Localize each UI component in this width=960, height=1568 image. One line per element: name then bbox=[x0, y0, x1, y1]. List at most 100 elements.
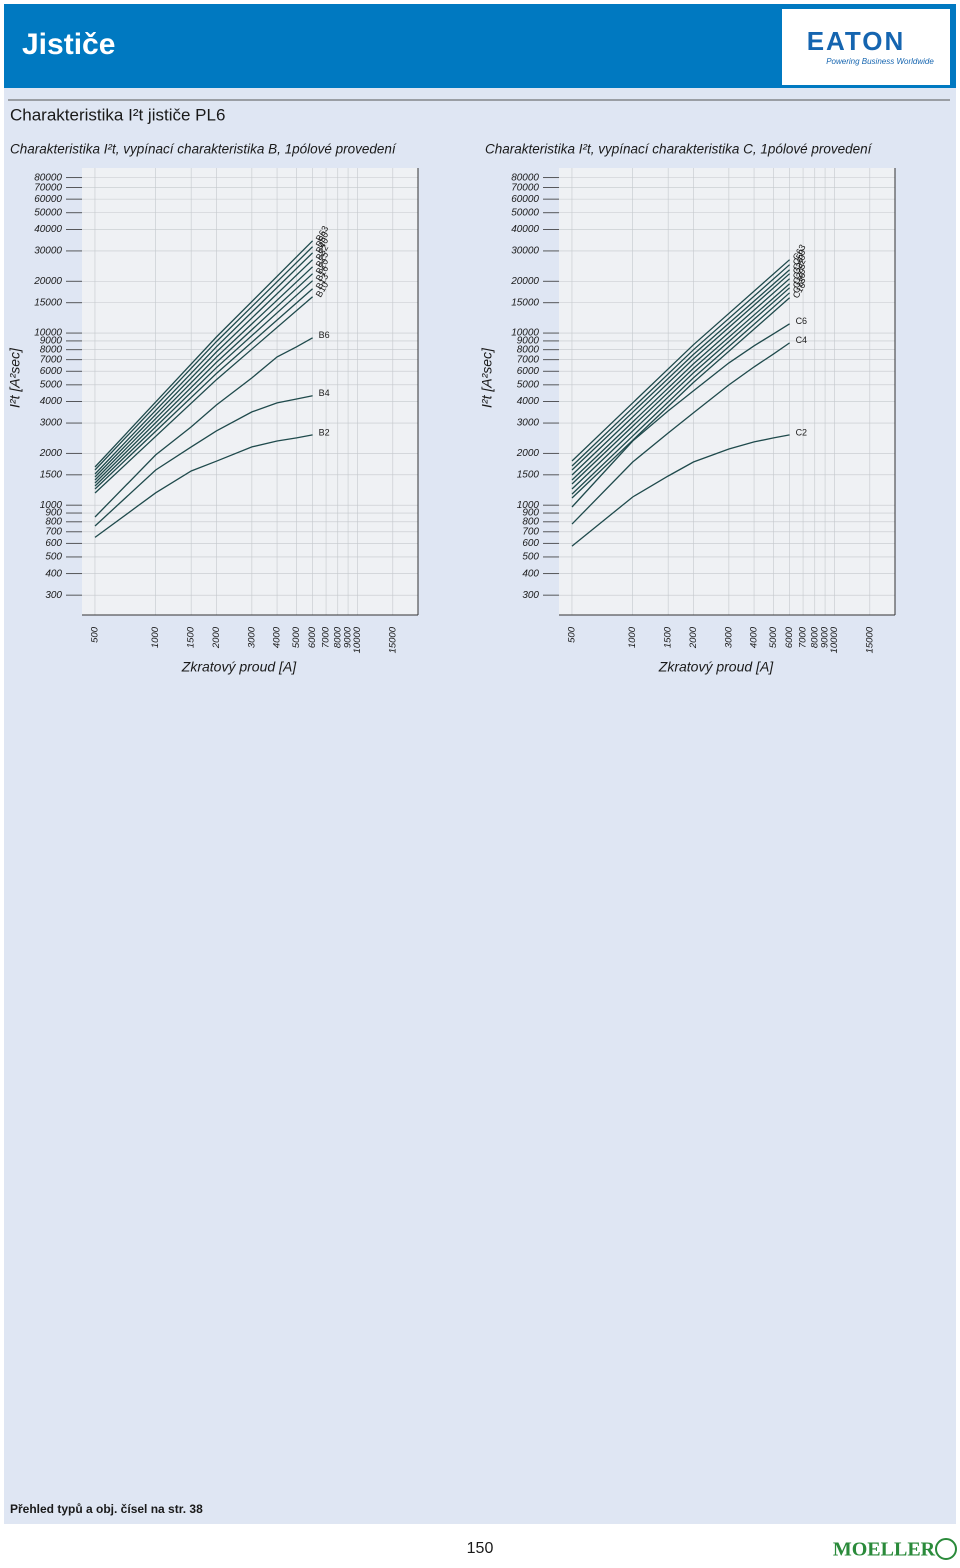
curve bbox=[571, 287, 791, 490]
y-tick-label: 60000 bbox=[34, 194, 62, 205]
x-tick-label: 15000 bbox=[387, 626, 398, 653]
y-tick-label: 50000 bbox=[34, 207, 62, 218]
series-label: C6 bbox=[796, 316, 808, 326]
y-tick-label: 2000 bbox=[39, 448, 63, 459]
x-tick-label: 2000 bbox=[211, 626, 222, 649]
brand: MOELLER bbox=[833, 1539, 936, 1561]
curve bbox=[94, 252, 314, 475]
series-label: C4 bbox=[796, 335, 808, 345]
y-tick-label: 80000 bbox=[34, 172, 62, 183]
y-tick-label: 9000 bbox=[517, 336, 540, 347]
logo-tagline: Powering Business Worldwide bbox=[826, 57, 934, 66]
y-tick-label: 800 bbox=[522, 516, 539, 527]
x-tick-label: 3000 bbox=[723, 626, 734, 648]
footer-note: Přehled typů a obj. čísel na str. 38 bbox=[10, 1502, 203, 1516]
x-axis-title: Zkratový proud [A] bbox=[658, 659, 774, 675]
y-tick-label: 3000 bbox=[40, 418, 63, 429]
x-tick-label: 1500 bbox=[186, 626, 197, 648]
y-tick-label: 5000 bbox=[40, 380, 63, 391]
curve bbox=[571, 269, 791, 471]
y-tick-label: 500 bbox=[45, 552, 62, 563]
plot-area bbox=[559, 168, 895, 615]
y-tick-label: 70000 bbox=[34, 182, 62, 193]
y-tick-label: 3000 bbox=[517, 418, 540, 429]
y-tick-label: 7000 bbox=[517, 354, 540, 365]
y-tick-label: 40000 bbox=[511, 224, 539, 235]
x-tick-label: 6000 bbox=[307, 626, 318, 648]
curve bbox=[571, 273, 791, 476]
x-tick-label: 8000 bbox=[332, 626, 343, 648]
y-tick-label: 9000 bbox=[40, 336, 63, 347]
y-tick-label: 600 bbox=[522, 538, 539, 549]
curve bbox=[94, 395, 313, 527]
x-tick-label: 10000 bbox=[829, 626, 840, 653]
series-label: C2 bbox=[796, 427, 808, 437]
curve bbox=[571, 283, 791, 485]
y-tick-label: 500 bbox=[522, 552, 539, 563]
y-tick-label: 70000 bbox=[511, 182, 539, 193]
x-tick-label: 1000 bbox=[627, 626, 638, 648]
y-tick-label: 5000 bbox=[517, 380, 540, 391]
x-tick-label: 10000 bbox=[352, 626, 363, 653]
y-tick-label: 6000 bbox=[40, 366, 63, 377]
y-tick-label: 300 bbox=[45, 590, 62, 601]
x-tick-label: 1500 bbox=[663, 626, 674, 648]
x-tick-label: 7000 bbox=[321, 626, 332, 648]
curve bbox=[94, 296, 314, 494]
y-tick-label: 10000 bbox=[511, 328, 539, 339]
x-tick-label: 15000 bbox=[864, 626, 875, 653]
curve bbox=[94, 337, 313, 518]
curve bbox=[571, 434, 790, 547]
y-tick-label: 900 bbox=[522, 508, 539, 519]
y-tick-label: 10000 bbox=[34, 328, 62, 339]
x-tick-label: 5000 bbox=[291, 626, 302, 648]
y-tick-label: 900 bbox=[45, 508, 62, 519]
y-tick-label: 1500 bbox=[517, 469, 540, 480]
y-tick-label: 7000 bbox=[40, 354, 63, 365]
y-tick-label: 20000 bbox=[510, 276, 539, 287]
y-tick-label: 700 bbox=[522, 526, 539, 537]
curve bbox=[571, 323, 790, 508]
chart-subtitle: Charakteristika I²t, vypínací charakteri… bbox=[10, 142, 397, 157]
curve bbox=[571, 297, 791, 499]
curve bbox=[571, 278, 791, 481]
y-tick-label: 8000 bbox=[40, 344, 63, 355]
logo: EATON bbox=[807, 26, 906, 56]
plot-area bbox=[82, 168, 418, 615]
y-tick-label: 6000 bbox=[517, 366, 540, 377]
x-tick-label: 6000 bbox=[784, 626, 795, 648]
y-tick-label: 1000 bbox=[40, 500, 63, 511]
curve bbox=[94, 240, 314, 468]
y-tick-label: 600 bbox=[45, 538, 62, 549]
y-tick-label: 300 bbox=[522, 590, 539, 601]
y-tick-label: 80000 bbox=[511, 172, 539, 183]
curve bbox=[94, 280, 314, 487]
y-tick-label: 15000 bbox=[511, 297, 539, 308]
page-title: Charakteristika I²t jističe PL6 bbox=[10, 105, 225, 124]
curve bbox=[94, 434, 313, 538]
y-tick-label: 400 bbox=[45, 568, 62, 579]
x-tick-label: 5000 bbox=[768, 626, 779, 648]
y-tick-label: 15000 bbox=[34, 297, 62, 308]
charts: Charakteristika I²t, vypínací charakteri… bbox=[7, 142, 896, 675]
x-tick-label: 2000 bbox=[688, 626, 699, 649]
y-axis-title: I²t [A²sec] bbox=[479, 347, 495, 408]
x-tick-label: 9000 bbox=[343, 626, 354, 648]
curve bbox=[94, 259, 314, 478]
y-tick-label: 1000 bbox=[517, 500, 540, 511]
y-tick-label: 30000 bbox=[511, 246, 539, 257]
series-label: B4 bbox=[319, 388, 330, 398]
y-tick-label: 700 bbox=[45, 526, 62, 537]
x-axis-title: Zkratový proud [A] bbox=[181, 659, 297, 675]
x-tick-label: 1000 bbox=[150, 626, 161, 648]
y-tick-label: 60000 bbox=[511, 194, 539, 205]
x-tick-label: 4000 bbox=[272, 626, 283, 648]
y-tick-label: 30000 bbox=[34, 246, 62, 257]
header-title: Jističe bbox=[22, 28, 115, 61]
y-tick-label: 4000 bbox=[517, 396, 540, 407]
y-tick-label: 4000 bbox=[40, 396, 63, 407]
chart-subtitle: Charakteristika I²t, vypínací charakteri… bbox=[485, 142, 873, 157]
y-tick-label: 50000 bbox=[511, 207, 539, 218]
curve bbox=[94, 273, 314, 484]
